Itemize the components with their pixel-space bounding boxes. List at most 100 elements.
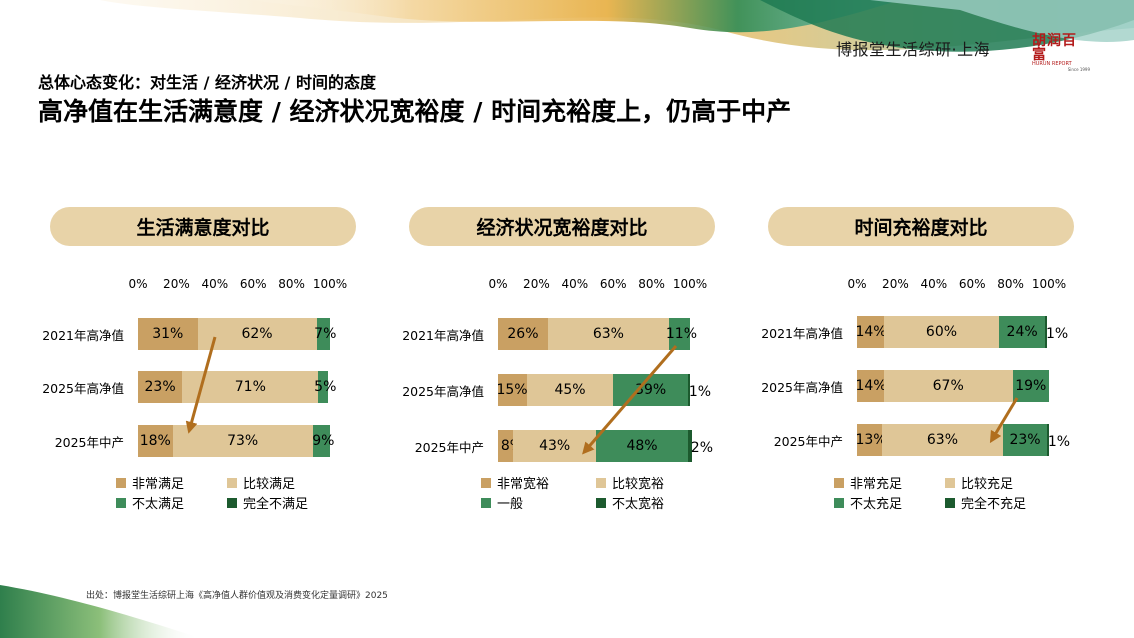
row-label: 2025年中产 bbox=[414, 440, 484, 455]
data-label: 39% bbox=[635, 382, 667, 398]
axis-tick-label: 100% bbox=[1031, 277, 1067, 291]
bar-segment bbox=[498, 318, 548, 350]
row-label: 2025年中产 bbox=[773, 434, 843, 449]
bar-segment bbox=[883, 316, 1000, 348]
axis-tick-label: 0% bbox=[847, 277, 867, 291]
data-label: 73% bbox=[227, 433, 259, 449]
legend-label: 不太满足 bbox=[132, 497, 185, 512]
legend-item: 非常宽裕 bbox=[481, 473, 549, 492]
logo-since: Since 1999 bbox=[1067, 67, 1090, 72]
axis-tick-label: 0% bbox=[488, 277, 508, 291]
bar-segment bbox=[881, 424, 1003, 456]
bar-segment bbox=[857, 370, 884, 402]
axis-tick-label: 100% bbox=[672, 277, 708, 291]
data-label: 1% bbox=[1047, 434, 1071, 450]
axis-tick-label: 40% bbox=[920, 277, 948, 291]
data-label: 23% bbox=[144, 379, 176, 395]
data-label: 19% bbox=[1015, 378, 1047, 394]
axis-tick-label: 60% bbox=[958, 277, 986, 291]
row-label: 2021年高净值 bbox=[761, 326, 843, 341]
legend-label: 比较满足 bbox=[243, 477, 296, 492]
logo-sub: HURUN REPORT bbox=[1032, 61, 1072, 67]
row-label: 2025年中产 bbox=[54, 435, 124, 450]
bar-segment bbox=[688, 374, 691, 406]
bar-segment bbox=[1047, 424, 1050, 456]
axis-tick-label: 40% bbox=[561, 277, 589, 291]
bar-segment bbox=[883, 370, 1013, 402]
bar-segment bbox=[138, 425, 173, 457]
legend-swatch bbox=[834, 477, 844, 488]
bar-segment bbox=[138, 318, 198, 350]
legend-label: 非常充足 bbox=[850, 477, 903, 492]
data-label: 63% bbox=[592, 326, 624, 342]
logo-main: 胡润百富 bbox=[1032, 33, 1077, 63]
legend-swatch bbox=[227, 497, 237, 508]
legend-label: 非常宽裕 bbox=[497, 477, 550, 492]
legend-item: 比较宽裕 bbox=[596, 473, 664, 492]
data-label: 14% bbox=[855, 378, 887, 394]
bar-segment bbox=[498, 374, 527, 406]
axis-tick-label: 100% bbox=[312, 277, 348, 291]
row-label: 2025年高净值 bbox=[761, 380, 843, 395]
row-label: 2021年高净值 bbox=[42, 328, 124, 343]
bar-segment bbox=[316, 318, 330, 350]
data-label: 2% bbox=[690, 440, 714, 456]
page-title: 高净值在生活满意度 / 经济状况宽裕度 / 时间充裕度上，仍高于中产 bbox=[38, 97, 792, 126]
data-label: 11% bbox=[665, 326, 697, 342]
bar-segment bbox=[318, 371, 329, 403]
data-label: 14% bbox=[855, 324, 887, 340]
legend-item: 一般 bbox=[481, 493, 523, 512]
legend-swatch bbox=[945, 497, 955, 508]
data-label: 15% bbox=[496, 382, 528, 398]
data-label: 62% bbox=[241, 326, 273, 342]
legend-item: 非常充足 bbox=[834, 473, 902, 492]
page-subtitle: 总体心态变化：对生活 / 经济状况 / 时间的态度 bbox=[38, 73, 376, 92]
bar-segment bbox=[498, 430, 514, 462]
data-label: 13% bbox=[855, 432, 887, 448]
data-label: 67% bbox=[932, 378, 964, 394]
legend-label: 非常满足 bbox=[132, 477, 185, 492]
data-label: 5% bbox=[314, 379, 337, 395]
chart-title-pill: 经济状况宽裕度对比 bbox=[409, 207, 715, 246]
bar-segment bbox=[999, 316, 1046, 348]
data-label: 1% bbox=[688, 384, 712, 400]
bar-segment bbox=[547, 318, 669, 350]
legend-item: 不太满足 bbox=[116, 493, 184, 512]
row-label: 2025年高净值 bbox=[402, 384, 484, 399]
data-label: 1% bbox=[1045, 326, 1069, 342]
axis-tick-label: 40% bbox=[201, 277, 229, 291]
data-label: 60% bbox=[925, 324, 958, 340]
axis-tick-label: 60% bbox=[239, 277, 267, 291]
axis-tick-label: 20% bbox=[523, 277, 550, 291]
data-label: 63% bbox=[926, 432, 958, 448]
row-label: 2025年高净值 bbox=[42, 381, 124, 396]
data-label: 23% bbox=[1009, 432, 1041, 448]
legend-swatch bbox=[945, 477, 955, 488]
legend-item: 比较满足 bbox=[227, 473, 295, 492]
legend-label: 完全不充足 bbox=[961, 497, 1027, 512]
legend-label: 一般 bbox=[497, 497, 524, 512]
legend-label: 比较宽裕 bbox=[612, 477, 665, 492]
legend-item: 比较充足 bbox=[945, 473, 1013, 492]
legend-label: 比较充足 bbox=[961, 477, 1014, 492]
axis-tick-label: 80% bbox=[638, 277, 665, 291]
data-label: 18% bbox=[139, 433, 171, 449]
legend-swatch bbox=[116, 477, 126, 488]
axis-tick-label: 0% bbox=[128, 277, 148, 291]
legend-swatch bbox=[227, 477, 237, 488]
legend-label: 不太充足 bbox=[850, 497, 903, 512]
data-label: 45% bbox=[554, 382, 586, 398]
bar-segment bbox=[1012, 370, 1049, 402]
axis-tick-label: 80% bbox=[997, 277, 1024, 291]
source-note: 出处：博报堂生活综研上海《高净值人群价值观及消费变化定量调研》2025 bbox=[86, 591, 388, 601]
data-label: 43% bbox=[539, 438, 571, 454]
bar-segment bbox=[138, 371, 183, 403]
bar-segment bbox=[688, 430, 692, 462]
legend-swatch bbox=[481, 497, 491, 508]
legend-item: 不太宽裕 bbox=[596, 493, 664, 512]
data-label: 9% bbox=[312, 433, 335, 449]
row-label: 2021年高净值 bbox=[402, 328, 484, 343]
bar-segment bbox=[668, 318, 690, 350]
chart-title-pill: 时间充裕度对比 bbox=[768, 207, 1074, 246]
bar-segment bbox=[857, 424, 882, 456]
